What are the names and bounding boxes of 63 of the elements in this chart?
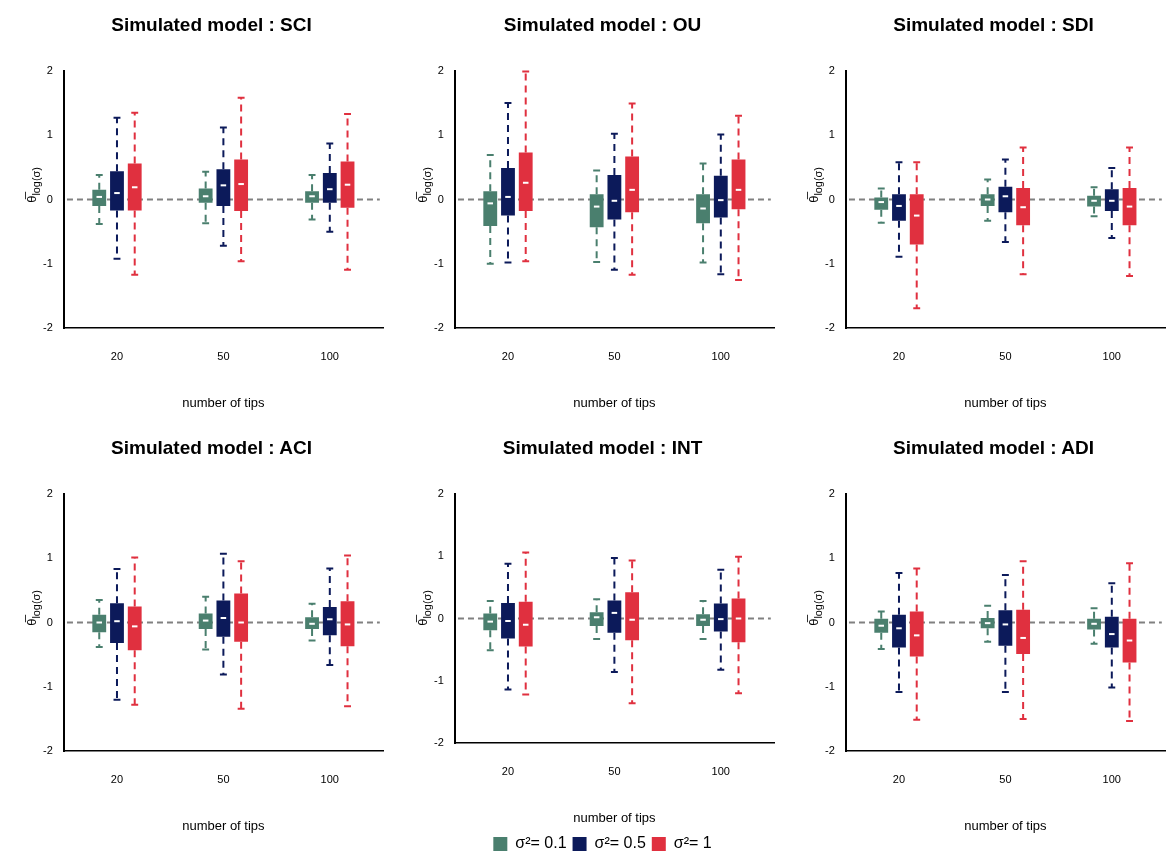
x-tick-label: 100 — [711, 764, 730, 777]
chart-title: Simulated model : INT — [502, 436, 703, 458]
chart-title: Simulated model : ACI — [111, 436, 312, 458]
chart-title: Simulated model : OU — [503, 13, 702, 35]
y-tick-label: -1 — [825, 679, 835, 692]
y-tick-label: -2 — [825, 744, 835, 757]
x-axis-title: number of tips — [964, 817, 1048, 833]
x-tick-label: 50 — [608, 349, 621, 362]
x-axis-title: number of tips — [573, 809, 657, 825]
x-tick-label: 20 — [501, 764, 515, 777]
y-tick-label: 2 — [828, 63, 835, 76]
y-tick-label: 2 — [46, 63, 53, 76]
legend-label: σ²= 1 — [673, 834, 712, 852]
y-tick-label: 1 — [46, 128, 53, 141]
y-tick-label: -1 — [43, 679, 53, 692]
y-tick-label: 1 — [437, 128, 444, 141]
y-tick-label: 2 — [437, 63, 444, 76]
chart-title: Simulated model : SDI — [893, 13, 1094, 35]
y-tick-label: 1 — [828, 551, 835, 564]
x-axis-title: number of tips — [182, 817, 266, 833]
x-tick-label: 100 — [1102, 772, 1121, 785]
x-tick-label: 50 — [608, 764, 621, 777]
x-tick-label: 100 — [711, 349, 730, 362]
y-tick-label: -2 — [434, 736, 444, 749]
y-tick-label: -1 — [434, 673, 444, 686]
x-tick-label: 100 — [1102, 349, 1121, 362]
chart-title: Simulated model : SCI — [111, 13, 312, 35]
legend-label: σ²= 0.5 — [594, 834, 646, 852]
y-tick-label: -1 — [434, 256, 444, 269]
y-tick-label: -2 — [825, 321, 835, 334]
x-tick-label: 100 — [320, 772, 339, 785]
y-tick-label: 1 — [46, 551, 53, 564]
y-tick-label: -1 — [43, 256, 53, 269]
y-tick-label: 1 — [828, 128, 835, 141]
x-tick-label: 20 — [892, 349, 906, 362]
y-tick-label: 2 — [828, 486, 835, 499]
x-tick-label: 20 — [501, 349, 515, 362]
y-tick-label: 2 — [437, 486, 444, 499]
x-tick-label: 50 — [999, 772, 1012, 785]
x-axis-title: number of tips — [182, 394, 266, 410]
legend-label: σ²= 0.1 — [515, 834, 567, 852]
y-tick-label: 0 — [437, 192, 444, 205]
y-tick-label: 0 — [46, 192, 53, 205]
y-tick-label: 0 — [46, 615, 53, 628]
y-tick-label: 0 — [437, 611, 444, 624]
x-tick-label: 20 — [892, 772, 906, 785]
x-tick-label: 100 — [320, 349, 339, 362]
y-tick-label: -2 — [434, 321, 444, 334]
chart-title: Simulated model : ADI — [893, 436, 1094, 458]
y-tick-label: 1 — [437, 549, 444, 562]
x-axis-title: number of tips — [573, 394, 657, 410]
x-tick-label: 50 — [217, 349, 230, 362]
y-tick-label: 0 — [828, 192, 835, 205]
x-axis-title: number of tips — [964, 394, 1048, 410]
x-tick-label: 50 — [999, 349, 1012, 362]
x-tick-label: 20 — [110, 349, 124, 362]
y-tick-label: -1 — [825, 256, 835, 269]
x-tick-label: 20 — [110, 772, 124, 785]
y-tick-label: -2 — [43, 321, 53, 334]
y-tick-label: -2 — [43, 744, 53, 757]
x-tick-label: 50 — [217, 772, 230, 785]
y-tick-label: 0 — [828, 615, 835, 628]
y-tick-label: 2 — [46, 486, 53, 499]
